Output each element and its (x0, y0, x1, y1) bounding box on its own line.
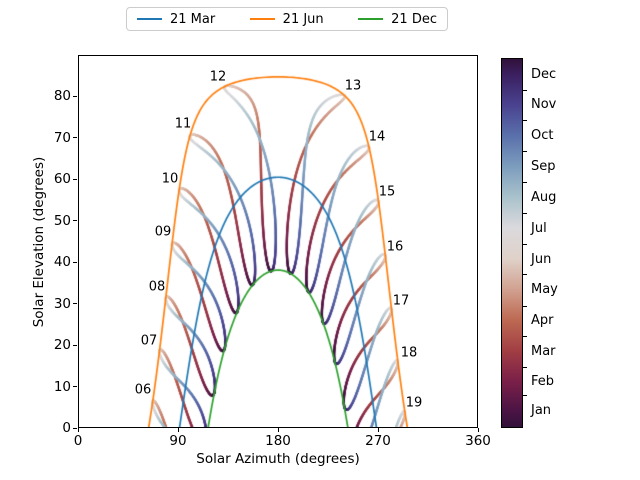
colorbar-gradient (502, 59, 522, 427)
colorbar-month-feb: Feb (531, 373, 555, 389)
colorbar-frame (501, 58, 523, 428)
x-tick-label: 0 (73, 433, 83, 449)
y-tick-label: 30 (53, 295, 71, 312)
x-tick (477, 428, 479, 432)
legend-item-21-jun: 21 Jun (249, 11, 324, 27)
hour-label-13: 13 (344, 78, 362, 94)
hour-label-12: 12 (209, 69, 227, 85)
colorbar-month-mar: Mar (531, 343, 556, 359)
y-tick (73, 344, 77, 346)
colorbar-month-sep: Sep (531, 158, 556, 174)
hour-label-07: 07 (140, 333, 158, 349)
x-tick-label: 90 (169, 433, 187, 449)
colorbar-month-nov: Nov (531, 97, 557, 113)
y-tick (73, 386, 77, 388)
hour-label-08: 08 (148, 279, 166, 295)
hour-label-18: 18 (400, 345, 418, 361)
colorbar-month-jan: Jan (531, 403, 552, 419)
colorbar-tick (523, 274, 527, 276)
y-tick-label: 40 (53, 254, 71, 271)
x-tick (77, 428, 79, 432)
legend-item-21-mar: 21 Mar (137, 13, 215, 26)
colorbar-tick (523, 244, 527, 245)
colorbar-month-jul: Jul (531, 220, 547, 236)
legend-label-21-dec: 21 Dec (391, 11, 437, 27)
hour-label-17: 17 (392, 293, 410, 309)
y-tick (73, 137, 77, 139)
colorbar-tick (523, 181, 527, 183)
x-axis-label: Solar Azimuth (degrees) (196, 451, 360, 467)
hour-label-15: 15 (378, 184, 396, 200)
x-tick (177, 428, 179, 432)
colorbar-month-dec: Dec (531, 66, 557, 82)
hour-label-06: 06 (134, 382, 152, 398)
colorbar-month-jun: Jun (531, 251, 552, 267)
hour-label-09: 09 (154, 224, 172, 240)
colorbar-tick (523, 151, 527, 153)
x-tick-label: 270 (365, 433, 391, 449)
x-tick-label: 180 (265, 433, 291, 449)
y-tick (73, 261, 77, 263)
legend-line-21-dec-icon (358, 18, 384, 20)
x-tick (277, 428, 279, 432)
colorbar-tick (523, 89, 527, 91)
y-tick (73, 178, 77, 180)
hour-label-14: 14 (368, 129, 386, 145)
x-tick-label: 360 (465, 433, 491, 449)
hour-label-11: 11 (174, 116, 192, 132)
colorbar-tick (523, 335, 527, 337)
y-tick-label: 60 (53, 171, 71, 188)
y-tick-label: 10 (53, 378, 71, 395)
y-tick-label: 0 (62, 420, 71, 436)
y-tick (73, 303, 77, 305)
colorbar-month-apr: Apr (531, 313, 554, 329)
colorbar-tick (523, 395, 527, 397)
colorbar-tick (523, 212, 527, 214)
y-tick-label: 80 (53, 88, 71, 105)
y-tick-label: 50 (53, 212, 71, 229)
y-tick (73, 220, 77, 222)
y-tick (73, 95, 77, 97)
y-tick (73, 427, 77, 429)
colorbar-month-aug: Aug (531, 189, 557, 205)
legend-item-21-dec: 21 Dec (358, 13, 437, 26)
y-tick-label: 70 (53, 129, 71, 146)
legend-line-21-jun-icon (249, 18, 275, 20)
hour-label-19: 19 (405, 395, 423, 411)
legend-line-21-mar-icon (137, 18, 162, 20)
legend-label-21-jun: 21 Jun (282, 11, 324, 27)
colorbar-tick (523, 367, 527, 368)
legend-label-21-mar: 21 Mar (170, 11, 216, 27)
legend: 21 Mar 21 Jun 21 Dec (126, 7, 448, 31)
x-tick (377, 428, 379, 432)
colorbar-tick (523, 305, 527, 307)
solar-path-chart-canvas (79, 56, 477, 427)
hour-label-10: 10 (161, 171, 179, 186)
hour-label-16: 16 (386, 239, 404, 255)
colorbar-tick (523, 120, 527, 121)
y-tick-label: 20 (53, 337, 71, 354)
colorbar-month-oct: Oct (531, 128, 554, 144)
colorbar-month-may: May (531, 282, 558, 298)
